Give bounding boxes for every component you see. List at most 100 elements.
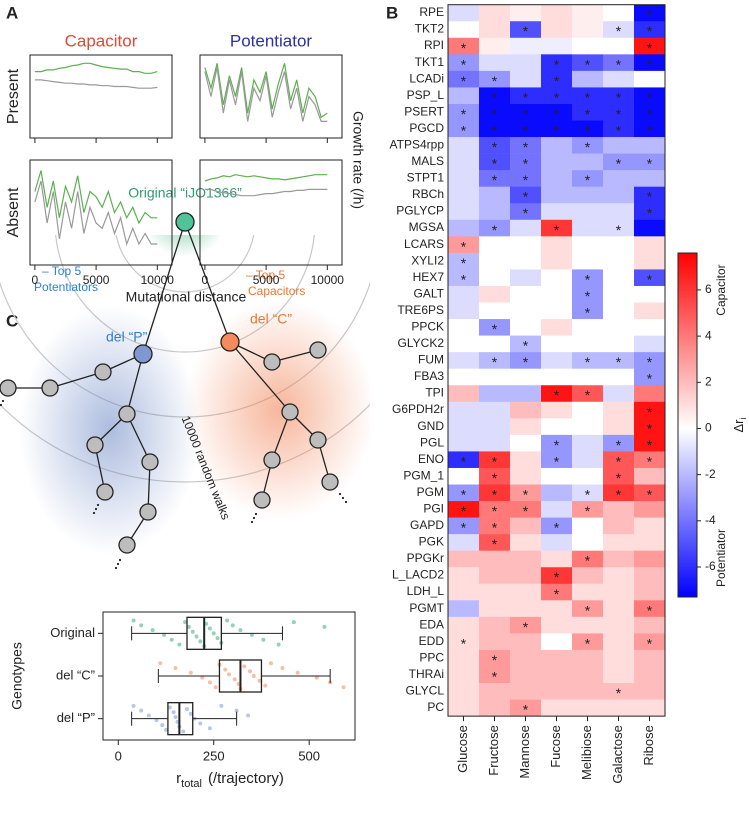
heat-cell xyxy=(448,153,480,171)
heat-cell xyxy=(572,236,604,254)
heat-cell xyxy=(510,269,542,287)
heat-cell xyxy=(448,434,480,452)
column-label: Fucose xyxy=(548,725,563,768)
heat-cell xyxy=(572,550,604,568)
data-point xyxy=(213,685,218,690)
heat-cell xyxy=(634,567,666,585)
significance: * xyxy=(647,122,653,138)
heat-cell xyxy=(510,484,542,502)
significance: * xyxy=(585,56,591,72)
heat-cell xyxy=(448,137,480,154)
significance: * xyxy=(461,122,467,138)
heat-cell xyxy=(572,501,604,518)
trace xyxy=(34,180,158,247)
significance: * xyxy=(461,56,467,72)
heat-cell xyxy=(634,170,666,187)
significance: * xyxy=(616,453,622,469)
x-tick-label: 10000 xyxy=(311,273,345,287)
row-label: PPCK xyxy=(411,319,444,333)
heat-cell xyxy=(572,484,604,502)
data-point xyxy=(139,708,144,713)
y-tick-label: del “P” xyxy=(57,710,95,725)
significance: * xyxy=(523,486,529,502)
significance: * xyxy=(523,619,529,635)
heat-cell xyxy=(634,368,666,386)
colorbar-tick-label: -2 xyxy=(705,467,716,481)
row-label: PPC xyxy=(419,650,444,664)
colorbar-tick-label: 2 xyxy=(705,374,712,388)
heat-cell xyxy=(510,87,542,105)
significance: * xyxy=(585,602,591,618)
heat-cell xyxy=(479,616,511,634)
row-label: EDD xyxy=(419,634,445,648)
data-point xyxy=(169,637,174,642)
heat-cell xyxy=(634,54,666,72)
heat-cell xyxy=(479,269,511,287)
data-point xyxy=(198,639,203,644)
row-label: PSERT xyxy=(404,104,444,118)
heat-cell xyxy=(572,583,604,601)
heat-cell xyxy=(603,501,635,518)
x-tick-label: 0 xyxy=(32,273,39,287)
heat-cell xyxy=(541,285,573,303)
heat-cell xyxy=(634,120,666,138)
significance: * xyxy=(523,338,529,354)
heat-cell xyxy=(634,269,666,287)
significance: * xyxy=(461,271,467,287)
x-tick-label: 5000 xyxy=(83,273,110,287)
heat-cell xyxy=(541,699,573,717)
colorbar-label: Potentiator xyxy=(714,529,728,587)
significance: * xyxy=(585,106,591,122)
heat-cell xyxy=(479,21,511,39)
heat-cell xyxy=(510,285,542,303)
heat-cell xyxy=(603,385,635,403)
significance: * xyxy=(554,387,560,403)
heat-cell xyxy=(572,467,604,485)
heat-cell xyxy=(603,633,635,651)
heat-cell xyxy=(541,302,573,320)
heat-cell xyxy=(510,616,542,634)
row-label: PGLYCP xyxy=(396,204,444,218)
heat-cell xyxy=(603,517,635,535)
heat-cell xyxy=(448,103,480,121)
colorbar-title-main: Δr xyxy=(731,419,746,433)
heat-cell xyxy=(634,236,666,254)
heat-cell xyxy=(448,170,480,187)
trace xyxy=(204,188,328,197)
heat-cell xyxy=(510,583,542,601)
heat-cell xyxy=(603,319,635,336)
heat-cell xyxy=(479,54,511,72)
heat-cell xyxy=(448,352,480,369)
row-label: PSP_L xyxy=(407,88,445,102)
row-label: GALT xyxy=(414,286,445,300)
heat-cell xyxy=(510,550,542,568)
x-axis-label: rtotal (/trajectory) xyxy=(176,770,284,790)
heat-cell xyxy=(510,54,542,72)
significance: * xyxy=(616,122,622,138)
significance: * xyxy=(585,304,591,320)
heat-cell xyxy=(510,352,542,369)
heat-cell xyxy=(603,103,635,121)
heat-cell xyxy=(634,451,666,469)
heat-cell xyxy=(541,120,573,138)
column-label: Mannose xyxy=(517,725,532,778)
column-title: Capacitor xyxy=(65,31,138,50)
heat-cell xyxy=(572,203,604,221)
heat-cell xyxy=(448,600,480,618)
ellipsis-dots xyxy=(0,399,348,570)
heat-cell xyxy=(603,666,635,684)
heat-cell xyxy=(510,137,542,154)
heat-cell xyxy=(510,252,542,270)
heat-cell xyxy=(572,368,604,386)
heat-cell xyxy=(541,517,573,535)
significance: * xyxy=(647,371,653,387)
heat-cell xyxy=(572,4,604,22)
significance: * xyxy=(647,189,653,205)
heat-cell xyxy=(510,103,542,121)
heat-cell xyxy=(479,666,511,684)
data-point xyxy=(186,624,191,629)
row-label: PGMT xyxy=(409,601,444,615)
significance: * xyxy=(492,354,498,370)
heat-cell xyxy=(572,683,604,700)
significance: * xyxy=(461,238,467,254)
